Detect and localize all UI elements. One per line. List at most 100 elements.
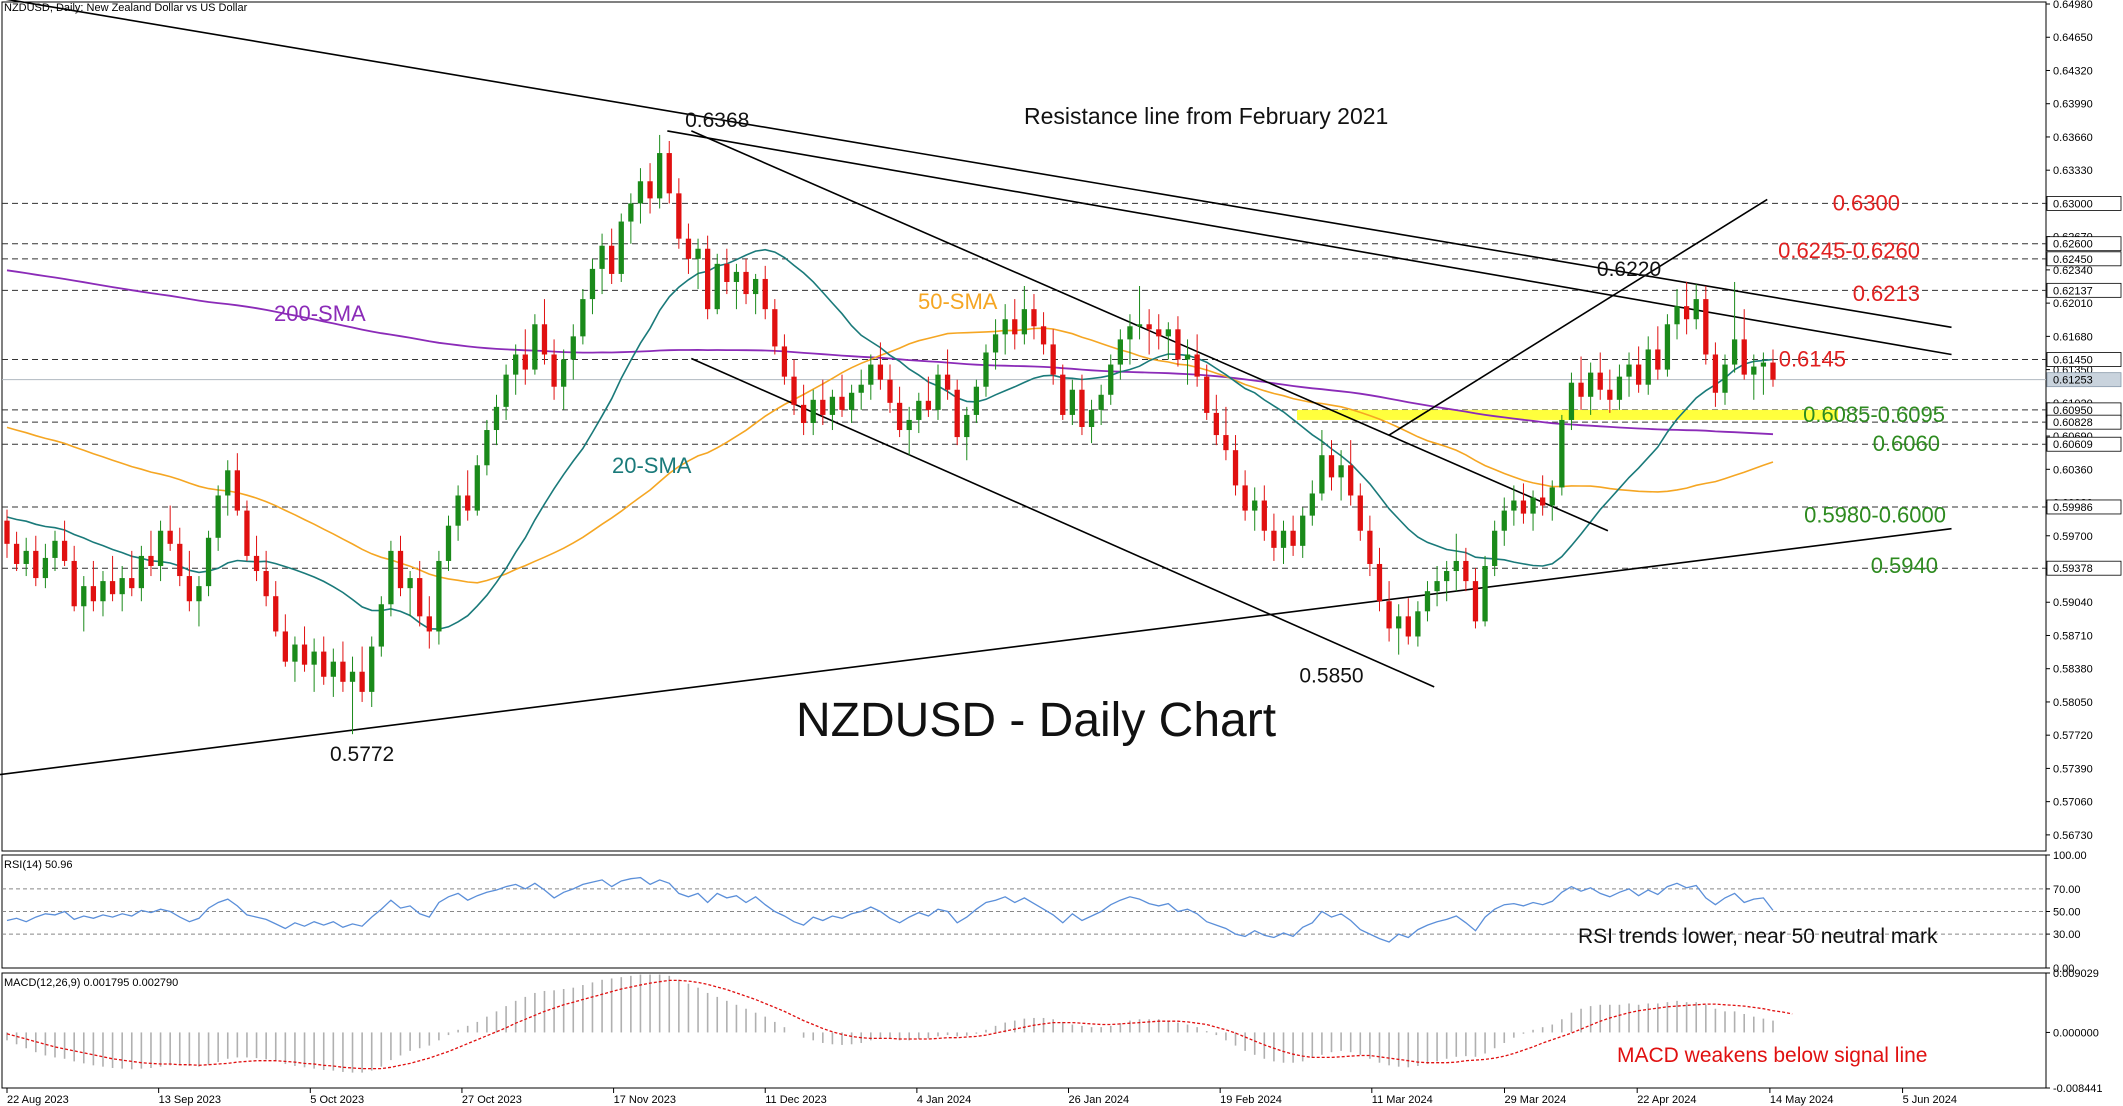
- bearish-candle: [705, 248, 711, 310]
- bullish-candle: [1693, 299, 1699, 320]
- bearish-candle: [263, 571, 269, 597]
- rsi-tick-label: 0.00: [2053, 963, 2074, 975]
- price-tick-label: 0.59700: [2053, 531, 2093, 543]
- level-annotation: 0.6213: [1853, 281, 1920, 306]
- bullish-candle: [1252, 500, 1258, 511]
- sma200-line: [6, 269, 1774, 436]
- level-annotation: 0.5940: [1871, 553, 1938, 578]
- level-price-label: 0.59378: [2053, 563, 2093, 575]
- bullish-candle: [445, 525, 452, 561]
- bearish-candle: [1376, 563, 1383, 602]
- bullish-candle: [1165, 329, 1171, 337]
- bearish-candle: [925, 400, 932, 410]
- window-header: NZDUSD, Daily: New Zealand Dollar vs US …: [4, 2, 248, 14]
- price-tick-label: 0.57390: [2053, 763, 2093, 775]
- bearish-candle: [1328, 455, 1335, 478]
- level-annotation: 0.6145: [1779, 347, 1846, 372]
- bullish-candle: [205, 537, 212, 587]
- bearish-candle: [954, 389, 960, 438]
- bearish-candle: [685, 238, 692, 259]
- rsi-tick-label: 70.00: [2053, 884, 2081, 896]
- bearish-candle: [1357, 495, 1363, 531]
- price-tick-label: 0.60360: [2053, 464, 2093, 476]
- bearish-candle: [234, 470, 240, 511]
- bearish-candle: [177, 543, 183, 577]
- macd-note: MACD weakens below signal line: [1617, 1044, 1927, 1067]
- bearish-candle: [1146, 324, 1152, 330]
- date-label: 22 Apr 2024: [1637, 1094, 1696, 1106]
- price-tick-label: 0.63330: [2053, 165, 2093, 177]
- bullish-candle: [752, 278, 759, 295]
- price-annotation: 0.5772: [330, 743, 394, 766]
- date-label: 19 Feb 2024: [1220, 1094, 1282, 1106]
- bullish-candle: [1722, 364, 1728, 393]
- level-price-label: 0.59986: [2053, 502, 2093, 514]
- macd-tick-label: -0.008441: [2053, 1083, 2103, 1095]
- main-panel-frame: [1, 1, 2047, 852]
- bullish-candle: [983, 352, 989, 387]
- level-price-box: [2046, 414, 2122, 430]
- bullish-candle: [599, 245, 605, 269]
- bearish-candle: [1472, 581, 1479, 622]
- bearish-candle: [944, 374, 951, 390]
- level-price-label: 0.62450: [2053, 254, 2093, 266]
- date-label: 29 Mar 2024: [1505, 1094, 1567, 1106]
- bullish-candle: [330, 661, 336, 677]
- level-annotation: 0.6245-0.6260: [1778, 238, 1920, 263]
- level-annotation: 0.6300: [1833, 190, 1900, 215]
- bearish-candle: [743, 271, 749, 295]
- bearish-candle: [61, 540, 68, 561]
- bearish-candle: [282, 631, 288, 662]
- date-label: 14 May 2024: [1770, 1094, 1834, 1106]
- bearish-candle: [273, 596, 279, 632]
- level-price-box: [2046, 236, 2122, 252]
- level-price-label: 0.62600: [2053, 239, 2093, 251]
- bearish-candle: [724, 263, 730, 282]
- bullish-candle: [215, 495, 221, 538]
- level-price-box: [2046, 251, 2122, 267]
- price-tick-label: 0.62010: [2053, 298, 2093, 310]
- bullish-candle: [1492, 530, 1498, 566]
- bullish-candle: [1108, 364, 1114, 395]
- bearish-candle: [772, 309, 778, 347]
- bullish-candle: [637, 181, 644, 204]
- bullish-candle: [1396, 616, 1402, 629]
- bearish-candle: [1194, 354, 1200, 377]
- bullish-candle: [388, 550, 394, 605]
- bearish-candle: [1540, 497, 1546, 506]
- bullish-candle: [618, 221, 624, 274]
- bearish-candle: [1741, 339, 1747, 375]
- bullish-candle: [157, 530, 164, 566]
- level-price-label: 0.63000: [2053, 198, 2093, 210]
- bullish-candle: [858, 384, 864, 393]
- macd-header: MACD(12,26,9) 0.001795 0.002790: [4, 977, 178, 989]
- bullish-candle: [848, 392, 855, 410]
- price-tick-label: 0.64650: [2053, 32, 2093, 44]
- date-label: 11 Mar 2024: [1372, 1094, 1433, 1106]
- rsi-header: RSI(14) 50.96: [4, 859, 72, 871]
- bearish-candle: [676, 193, 682, 239]
- level-price-label: 0.62137: [2053, 285, 2093, 297]
- rsi-tick-label: 50.00: [2053, 907, 2081, 919]
- bearish-candle: [877, 364, 884, 380]
- bullish-candle: [1559, 419, 1565, 488]
- bearish-candle: [1261, 500, 1267, 531]
- bearish-candle: [647, 181, 653, 199]
- rising-channel-line: [1388, 198, 1768, 436]
- bearish-candle: [1712, 354, 1719, 393]
- bullish-candle: [1424, 591, 1431, 612]
- level-price-label: 0.60609: [2053, 439, 2093, 451]
- bullish-candle: [1549, 487, 1555, 506]
- bearish-candle: [148, 555, 154, 566]
- resistance-line-feb-2021: [5, 0, 1952, 329]
- bullish-candle: [695, 248, 701, 259]
- upper-channel-line: [667, 130, 1952, 356]
- bullish-candle: [810, 399, 816, 423]
- bullish-candle: [973, 386, 980, 415]
- level-price-label: 0.61450: [2053, 355, 2093, 367]
- bullish-candle: [52, 540, 58, 558]
- bullish-candle: [1338, 465, 1344, 478]
- bullish-candle: [225, 470, 231, 496]
- sma20-line: [6, 248, 1774, 630]
- bullish-candle: [1760, 362, 1767, 367]
